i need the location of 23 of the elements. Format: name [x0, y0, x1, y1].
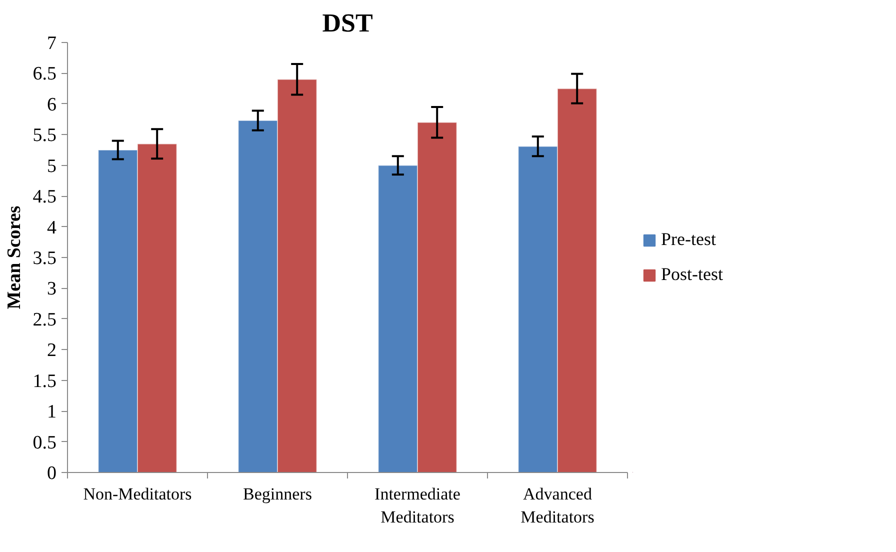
y-tick-label: 1	[47, 402, 56, 423]
y-axis-title: Mean Scores	[4, 206, 25, 310]
y-tick-label: 5.5	[32, 125, 56, 146]
y-tick-label: 5	[47, 156, 56, 177]
y-tick-label: 1.5	[32, 370, 56, 392]
y-tick-label: 4	[47, 217, 57, 238]
y-tick-label: 2	[47, 340, 56, 362]
x-tick-label: Non-Meditators	[83, 484, 192, 504]
x-tick-label: Intermediate Meditators	[374, 484, 460, 526]
y-tick-label: 7	[47, 33, 56, 54]
y-tick-label: 3	[47, 278, 56, 300]
x-tick-label: Advanced Meditators	[520, 484, 594, 526]
y-tick-label: 6.5	[32, 64, 56, 85]
y-tick-label: 0	[47, 463, 56, 484]
y-tick-label: 6	[47, 94, 56, 116]
y-tick-label: 0.5	[32, 432, 56, 454]
legend-label: Pre-test	[661, 229, 716, 250]
y-tick-label: 2.5	[32, 309, 56, 330]
x-tick-label: Beginners	[243, 484, 312, 504]
chart-title: DST	[322, 8, 373, 38]
y-tick-label: 4.5	[32, 186, 56, 208]
y-tick-label: 3.5	[32, 248, 56, 269]
legend-label: Post-test	[661, 264, 724, 285]
